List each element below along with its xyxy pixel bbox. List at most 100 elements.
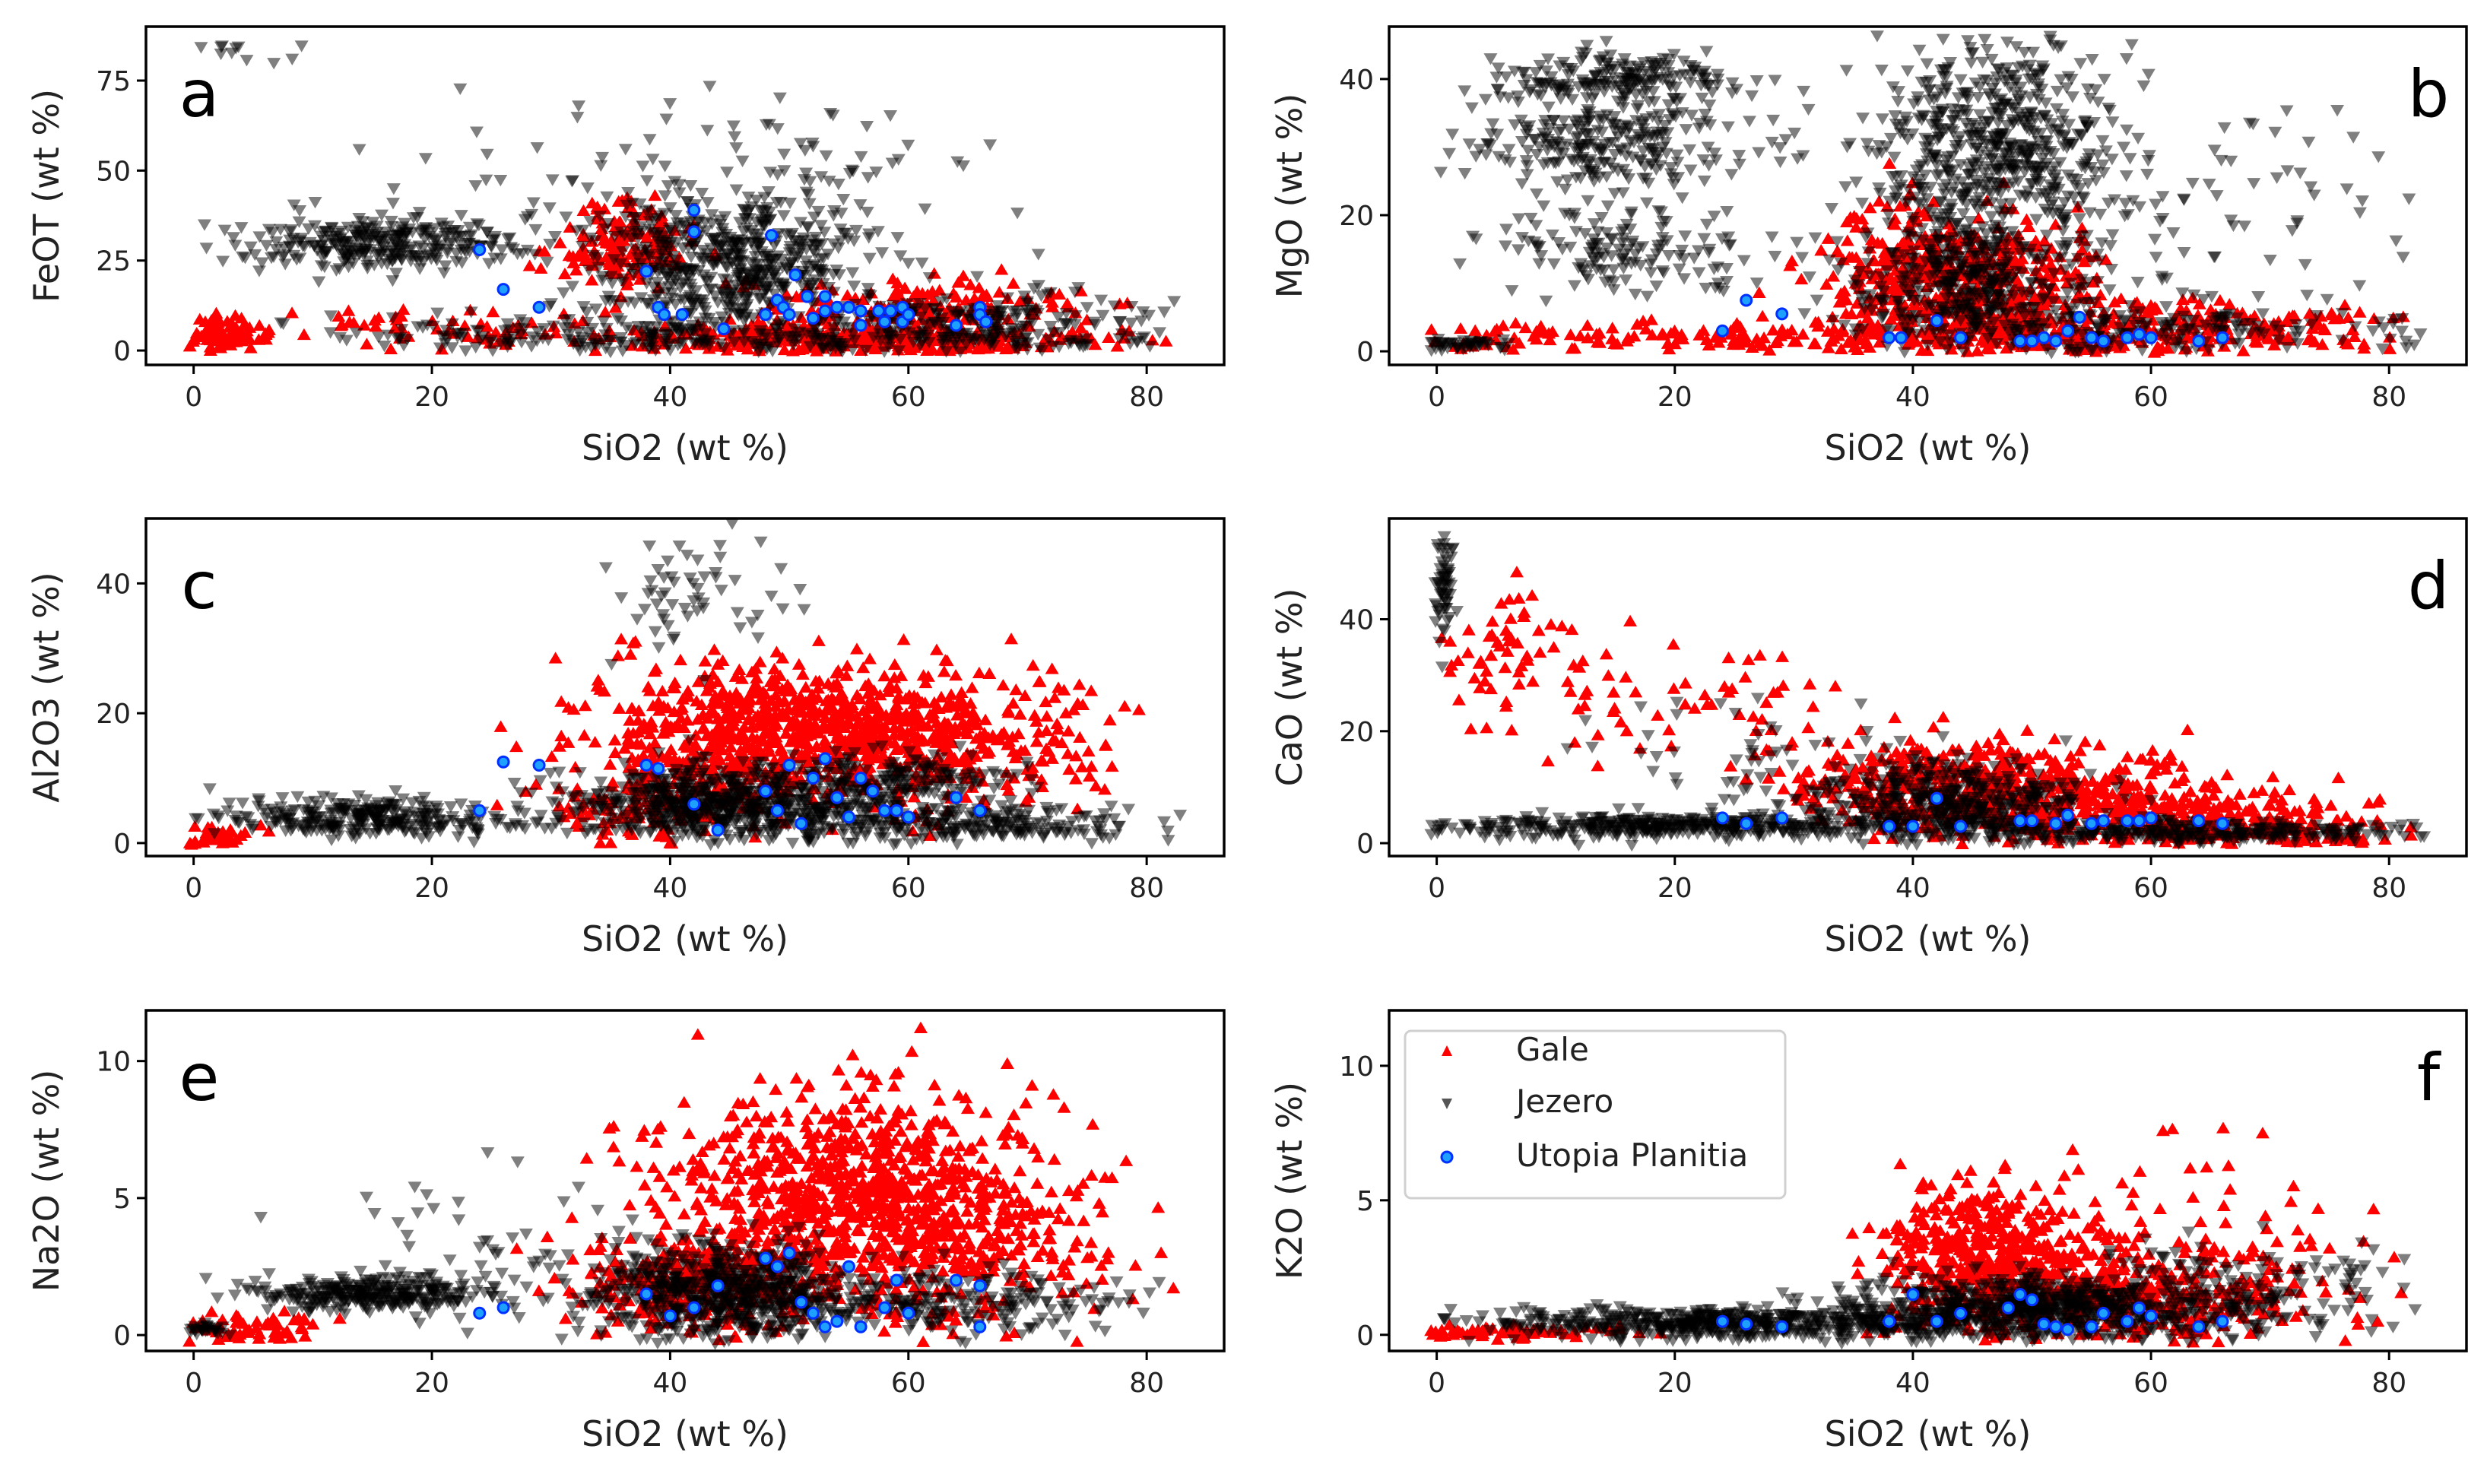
jezero-point	[2105, 116, 2120, 128]
jezero-point	[2060, 287, 2075, 299]
jezero-point	[1937, 64, 1952, 76]
jezero-point	[2007, 102, 2022, 114]
jezero-point	[1580, 40, 1594, 52]
jezero-point	[845, 267, 860, 279]
jezero-point	[389, 268, 403, 280]
jezero-point	[565, 281, 579, 293]
jezero-point	[2039, 244, 2054, 256]
jezero-point	[1919, 300, 1933, 312]
jezero-point	[315, 251, 329, 263]
gale-point	[1757, 331, 1772, 344]
jezero-point	[1527, 134, 1541, 146]
jezero-point	[1810, 294, 1824, 306]
jezero-point	[2105, 154, 2119, 166]
jezero-point	[2060, 240, 2074, 252]
jezero-point	[1484, 128, 1499, 140]
gale-point	[1845, 251, 1860, 263]
jezero-point	[1891, 96, 1905, 108]
jezero-point	[969, 333, 983, 345]
jezero-point	[986, 332, 1001, 344]
jezero-point	[2065, 91, 2079, 103]
jezero-point	[1875, 113, 1889, 125]
gale-point	[1543, 333, 1557, 346]
jezero-point	[2036, 318, 2051, 330]
jezero-point	[1921, 85, 1936, 97]
jezero-point	[1788, 127, 1802, 140]
utopia-point	[979, 315, 993, 328]
gale-point	[538, 245, 552, 257]
jezero-point	[2014, 139, 2029, 151]
utopia-point	[782, 308, 796, 322]
x-tick-label: 0	[185, 382, 202, 413]
jezero-point	[992, 310, 1007, 323]
jezero-point	[276, 318, 290, 331]
gale-point	[1972, 211, 1986, 224]
jezero-point	[803, 176, 817, 188]
jezero-point	[1938, 87, 1952, 100]
jezero-point	[787, 235, 801, 247]
gale-point	[1863, 201, 1877, 214]
jezero-point	[2051, 253, 2065, 265]
jezero-point	[624, 233, 639, 245]
jezero-point	[1665, 108, 1680, 120]
gale-point	[1839, 293, 1854, 306]
gale-point	[2262, 332, 2276, 344]
jezero-point	[1695, 92, 1709, 105]
jezero-point	[1889, 255, 1903, 267]
jezero-point	[1600, 243, 1614, 255]
jezero-point	[1834, 257, 1848, 270]
jezero-point	[1909, 164, 1924, 176]
jezero-point	[269, 236, 284, 249]
jezero-point	[1997, 75, 2012, 87]
utopia-point	[496, 283, 510, 296]
jezero-point	[1575, 263, 1589, 275]
gale-point	[198, 315, 212, 328]
jezero-point	[646, 154, 660, 166]
jezero-point	[753, 325, 768, 338]
jezero-point	[2044, 347, 2059, 360]
gale-point	[791, 343, 806, 356]
jezero-point	[1987, 130, 2001, 143]
jezero-point	[468, 180, 483, 192]
jezero-point	[833, 224, 848, 236]
jezero-point	[690, 300, 704, 312]
jezero-point	[1737, 255, 1751, 267]
jezero-point	[814, 171, 829, 183]
jezero-point	[1975, 56, 1990, 69]
jezero-point	[214, 41, 228, 54]
jezero-point	[2086, 344, 2100, 357]
jezero-point	[2080, 83, 2095, 96]
gale-point	[1518, 321, 1533, 334]
jezero-point	[1708, 147, 1722, 160]
jezero-point	[798, 144, 812, 157]
jezero-point	[627, 269, 641, 281]
jezero-point	[469, 325, 484, 337]
jezero-point	[1702, 160, 1716, 172]
jezero-point	[674, 293, 688, 306]
jezero-point	[1933, 262, 1947, 274]
jezero-point	[1900, 328, 1914, 340]
jezero-point	[627, 219, 642, 231]
jezero-point	[1022, 307, 1036, 319]
jezero-point	[618, 211, 633, 224]
jezero-point	[1664, 162, 1678, 174]
jezero-point	[1874, 147, 1889, 159]
jezero-point	[385, 198, 400, 210]
jezero-point	[580, 316, 595, 329]
jezero-point	[1978, 167, 1992, 179]
plot-area	[182, 40, 1182, 359]
jezero-point	[1971, 91, 1985, 104]
jezero-point	[720, 262, 734, 274]
jezero-point	[1982, 307, 1997, 319]
jezero-point	[1884, 247, 1899, 260]
jezero-point	[2025, 143, 2039, 155]
axes-frame	[144, 25, 1226, 366]
y-tick-label: 75	[96, 66, 131, 97]
jezero-point	[1580, 108, 1594, 121]
gale-point	[1580, 319, 1594, 331]
gale-point	[200, 333, 214, 345]
jezero-point	[1849, 176, 1864, 189]
jezero-point	[611, 313, 625, 325]
jezero-point	[1596, 145, 1610, 157]
